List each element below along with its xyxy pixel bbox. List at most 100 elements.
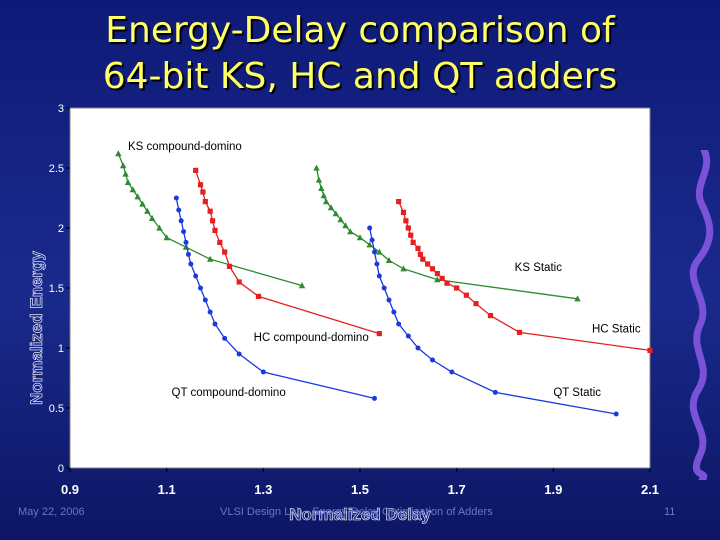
data-point-ks-static	[574, 295, 581, 302]
data-point-ks-static	[356, 234, 364, 241]
data-point-qt-compound-domino	[178, 218, 184, 224]
series-line-qt-compound-domino	[175, 197, 375, 400]
y-axis-label: Normalized Energy	[27, 250, 46, 405]
y-tick-label: 1.5	[49, 283, 64, 295]
data-point-hc-static	[415, 245, 421, 251]
series-label-qt-static: QT Static	[553, 387, 601, 399]
data-point-ks-compound-domino	[163, 234, 170, 241]
data-point-qt-compound-domino	[176, 207, 182, 213]
series-label-hc-static: HC Static	[592, 323, 641, 335]
data-point-qt-compound-domino	[212, 321, 218, 327]
data-point-hc-static	[463, 292, 469, 298]
y-tick-label: 3	[58, 103, 64, 115]
data-point-ks-static	[315, 176, 323, 183]
data-point-qt-compound-domino	[207, 309, 213, 315]
series-label-hc-compound-domino: HC compound-domino	[254, 332, 369, 344]
data-point-hc-static	[434, 271, 440, 277]
data-point-ks-static	[434, 276, 441, 283]
data-point-ks-static	[400, 265, 407, 272]
data-point-ks-static	[366, 241, 373, 248]
data-point-qt-compound-domino	[260, 369, 266, 375]
y-tick-label: 2	[58, 223, 64, 235]
x-tick-label: 2.1	[641, 482, 659, 497]
footer-date: May 22, 2006	[18, 506, 85, 518]
y-tick-label: 0	[58, 463, 64, 475]
data-point-ks-compound-domino	[298, 282, 306, 289]
data-point-ks-compound-domino	[206, 255, 214, 262]
data-point-qt-compound-domino	[193, 273, 199, 279]
data-point-hc-static	[405, 225, 411, 231]
series-label-qt-compound-domino: QT compound-domino	[172, 387, 286, 399]
data-point-hc-static	[408, 232, 414, 238]
data-point-hc-static	[444, 280, 450, 286]
data-point-ks-compound-domino	[144, 207, 151, 214]
data-point-hc-static	[420, 256, 426, 262]
data-point-ks-static	[337, 216, 344, 223]
data-point-hc-compound-domino	[193, 167, 199, 173]
data-point-hc-static	[487, 313, 494, 319]
data-point-ks-static	[332, 210, 340, 217]
y-tick-label: 1	[58, 343, 64, 355]
data-point-ks-static	[376, 248, 383, 255]
data-point-hc-compound-domino	[212, 227, 218, 233]
y-tick-label: 2.5	[49, 163, 64, 175]
data-point-qt-static	[386, 297, 392, 303]
data-point-hc-compound-domino	[226, 263, 233, 269]
data-point-ks-static	[347, 228, 354, 235]
data-point-hc-static	[516, 329, 523, 335]
data-point-ks-static	[385, 257, 393, 263]
data-point-ks-static	[342, 222, 349, 229]
data-point-qt-static	[449, 369, 455, 375]
data-point-hc-static	[403, 218, 409, 224]
data-point-qt-compound-domino	[236, 351, 242, 357]
data-point-qt-static	[376, 273, 382, 279]
data-point-ks-compound-domino	[115, 150, 122, 157]
data-point-hc-static	[396, 199, 402, 205]
x-tick-label: 1.9	[544, 482, 562, 497]
slide-title-line-1: Energy-Delay comparison of	[105, 10, 615, 51]
data-point-qt-static	[391, 309, 397, 315]
data-point-hc-static	[647, 347, 653, 353]
data-point-hc-compound-domino	[207, 208, 213, 214]
data-point-qt-compound-domino	[198, 285, 203, 291]
data-point-hc-compound-domino	[200, 189, 206, 195]
data-point-hc-compound-domino	[202, 199, 208, 205]
data-point-hc-static	[400, 209, 407, 215]
data-point-qt-static	[396, 321, 402, 327]
data-point-qt-static	[369, 237, 375, 243]
data-point-qt-static	[492, 389, 498, 395]
data-point-qt-compound-domino	[202, 297, 208, 303]
data-point-hc-static	[425, 261, 431, 267]
x-tick-label: 0.9	[61, 482, 79, 497]
data-point-qt-compound-domino	[372, 395, 377, 401]
data-point-qt-static	[430, 357, 435, 363]
data-point-qt-static	[367, 225, 373, 231]
data-point-ks-compound-domino	[122, 170, 129, 177]
x-tick-label: 1.7	[448, 482, 466, 497]
data-point-qt-compound-domino	[185, 251, 191, 257]
data-point-qt-static	[374, 261, 380, 267]
data-point-ks-static	[318, 185, 325, 191]
data-point-hc-static	[439, 275, 445, 281]
data-point-hc-static	[473, 301, 479, 307]
data-point-ks-static	[320, 192, 327, 199]
data-point-ks-compound-domino	[119, 162, 127, 169]
plot-area	[69, 107, 651, 469]
data-point-hc-compound-domino	[222, 249, 228, 255]
x-tick-label: 1.3	[254, 482, 272, 497]
decorative-squiggle-icon	[689, 150, 714, 480]
data-point-hc-static	[417, 251, 424, 257]
data-point-ks-compound-domino	[129, 186, 137, 193]
footer-page-number: 11	[664, 506, 676, 518]
data-point-qt-static	[381, 285, 387, 291]
x-tick-label: 1.1	[158, 482, 176, 497]
x-tick-label: 1.5	[351, 482, 369, 497]
x-axis-label: Normalized Delay	[289, 505, 431, 524]
data-point-hc-compound-domino	[236, 279, 242, 285]
data-point-qt-static	[372, 249, 377, 255]
data-point-hc-compound-domino	[217, 239, 223, 245]
slide-title-line-2: 64-bit KS, HC and QT adders	[102, 56, 618, 97]
data-point-qt-compound-domino	[173, 195, 179, 201]
data-point-qt-static	[415, 345, 421, 351]
data-point-hc-compound-domino	[209, 218, 216, 224]
